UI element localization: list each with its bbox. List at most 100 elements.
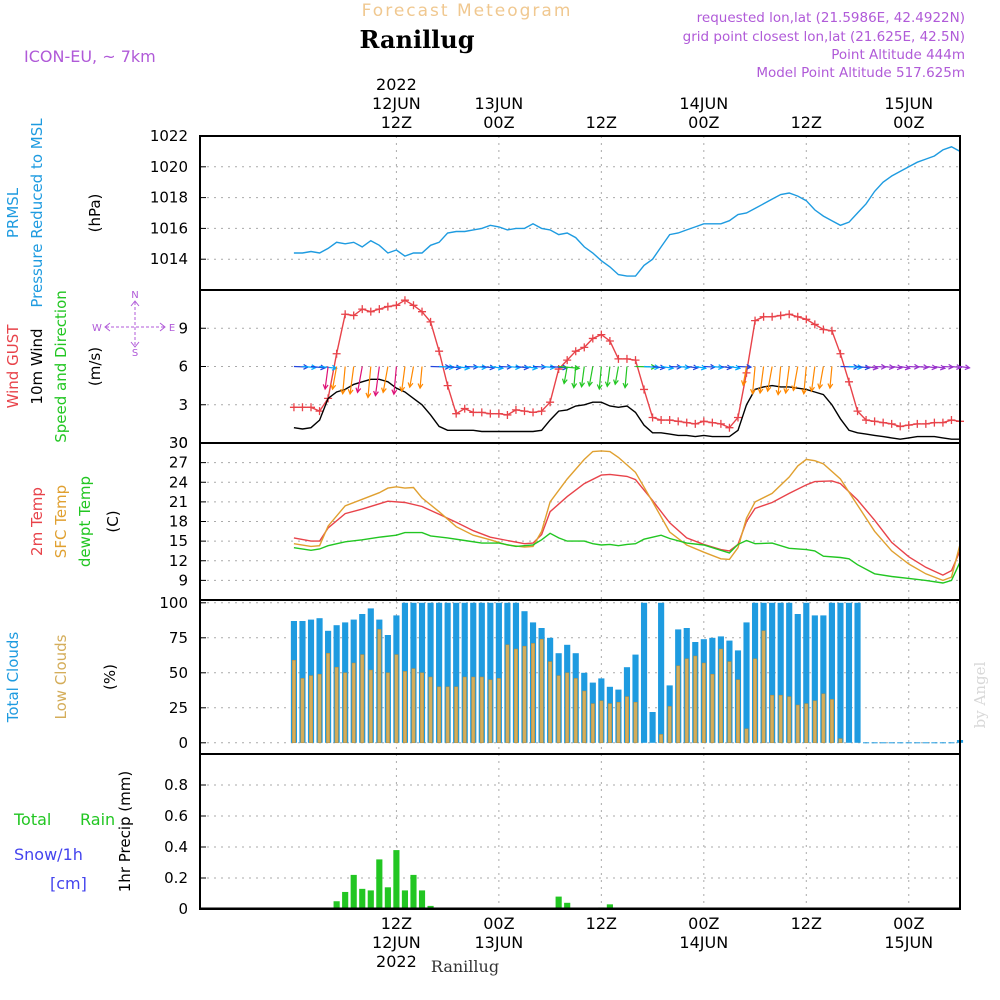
wind-gust-marker [802,315,811,324]
wind-gust-marker [870,417,879,426]
bottom-time-label: 14JUN [679,933,728,952]
low-cloud-bar [360,654,365,744]
bottom-time-label: 2022 [376,952,417,971]
low-cloud-bar [291,659,296,744]
low-cloud-bar [411,668,416,744]
low-cloud-bar [556,675,561,744]
wind-arrow [729,365,741,369]
total-cloud-bar [803,602,810,743]
compass-rose-icon: N S W E [92,290,175,359]
wind-ytick-label: 3 [178,396,188,414]
wind-gust-marker [605,337,614,345]
wind-gust-marker [486,409,495,418]
temperature-ylabel: dewpt Temp [76,476,94,567]
low-cloud-bar [812,700,817,744]
snow-legend-unit: [cm] [50,874,87,893]
wind-arrow [934,365,945,369]
wind-gust-marker [289,403,298,412]
wind-arrow [331,366,338,390]
wind-arrow-head [381,387,387,394]
wind-arrow [606,366,611,387]
pressure-ylabel: (hPa) [86,194,104,233]
rain-bar [564,902,571,909]
temperature-ylabel: 2m Temp [28,487,46,556]
low-cloud-bar [385,672,390,744]
low-cloud-bar [488,679,493,744]
wind-arrow-head [718,364,725,371]
total-cloud-bar [444,602,451,743]
low-cloud-bar [753,658,758,744]
wind-gust-marker [366,307,375,316]
rain-bar [367,890,374,909]
wind-arrow [324,366,329,390]
wind-gust-marker [392,301,401,310]
wind-gust-marker [332,349,341,358]
wind-arrow [573,366,577,388]
wind-arrow [925,365,937,369]
wind-arrow [310,365,326,369]
temperature-ytick-label: 27 [169,454,188,472]
wind-arrow-head [817,383,824,390]
bottom-time-label: 00Z [688,914,719,933]
low-cloud-bar [420,672,424,744]
wind-arrow [777,366,782,395]
wind-arrow [652,365,665,369]
wind-arrow [803,366,807,394]
footer-location: Ranillug [431,957,499,976]
low-cloud-bar [787,696,792,744]
wind-arrow [661,365,674,369]
wind-arrow-head [571,382,578,389]
panel-pressure: 1014 1016 1018 1020 1022 PRMSL Pressure Reduce… [4,118,961,308]
wind-gust-marker [571,347,580,356]
total-cloud-bar [837,602,844,743]
rain-bar [342,891,349,909]
wind-gust-marker [674,417,683,426]
wind-arrow-head [391,389,398,396]
rain-bar [401,890,409,909]
pressure-frame [199,135,961,291]
temperature-ytick-label: 15 [169,532,188,550]
wind-arrow-head [735,364,742,371]
wind-arrow-head [489,364,496,371]
wind-gust-marker [400,296,409,305]
low-cloud-bar [573,678,578,744]
wind-arrow [742,366,748,386]
low-cloud-bar [454,686,459,744]
low-cloud-bar [479,676,484,744]
bottom-time-label: 12Z [791,914,822,933]
low-cloud-bar [531,643,536,744]
point-altitude: Point Altitude 444m [831,47,965,63]
wind-arrow-head [561,378,568,385]
rain-bar [418,890,426,909]
clouds-ylabel: Low Clouds [52,634,70,719]
wind-gust-marker [375,305,384,314]
total-cloud-bar [427,602,434,743]
total-cloud-bar [854,602,861,743]
wind-gust-marker [751,316,760,325]
low-cloud-bar [676,665,681,744]
precip-ylabel: 1hr Precip (mm) [116,771,134,892]
pressure-ytick-label: 1020 [150,158,188,176]
wind-arrow-head [904,364,911,371]
clouds-ytick-label: 50 [169,664,188,682]
wind-series-1 [293,378,960,440]
low-cloud-bar [539,638,544,744]
low-cloud-bar [309,675,313,744]
low-cloud-bar [736,679,740,744]
wind-arrow-head [596,384,603,391]
wind-gust-marker [631,356,640,365]
low-cloud-bar [829,699,834,744]
wind-gust-marker [435,347,444,356]
wind-arrow-head [746,363,753,370]
wind-arrow [614,366,620,385]
bottom-time-label: 12Z [586,914,617,933]
wind-arrow [810,366,816,392]
wind-arrow [349,366,355,394]
rain-legend-rain: Rain [80,810,115,829]
rain-bar [606,904,613,909]
bottom-time-label: 15JUN [884,933,933,952]
total-cloud-bar [436,602,443,743]
wind-arrow [367,366,372,398]
